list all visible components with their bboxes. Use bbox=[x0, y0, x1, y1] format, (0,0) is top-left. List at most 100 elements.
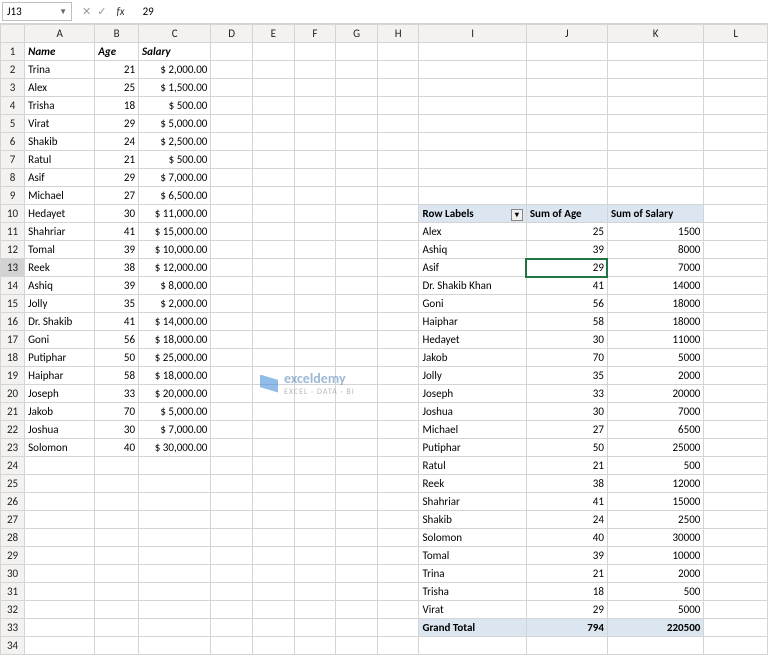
cell-D12[interactable] bbox=[211, 241, 253, 259]
cell-A2[interactable]: Trina bbox=[25, 61, 95, 79]
cell-H10[interactable] bbox=[377, 205, 419, 223]
row-header-10[interactable]: 10 bbox=[1, 205, 25, 223]
cell-I19[interactable]: Jolly bbox=[419, 367, 526, 385]
cell-I5[interactable] bbox=[419, 115, 526, 133]
cell-B12[interactable]: 39 bbox=[95, 241, 139, 259]
col-header-K[interactable]: K bbox=[607, 25, 703, 43]
cell-B24[interactable] bbox=[95, 457, 139, 475]
cell-F15[interactable] bbox=[294, 295, 336, 313]
cell-J31[interactable]: 18 bbox=[526, 583, 607, 601]
cell-D18[interactable] bbox=[211, 349, 253, 367]
cell-H26[interactable] bbox=[377, 493, 419, 511]
row-header-15[interactable]: 15 bbox=[1, 295, 25, 313]
cell-B2[interactable]: 21 bbox=[95, 61, 139, 79]
cell-C9[interactable]: $ 6,500.00 bbox=[139, 187, 211, 205]
cell-J27[interactable]: 24 bbox=[526, 511, 607, 529]
cell-E21[interactable] bbox=[252, 403, 294, 421]
col-header-L[interactable]: L bbox=[704, 25, 768, 43]
row-header-26[interactable]: 26 bbox=[1, 493, 25, 511]
cell-C7[interactable]: $ 500.00 bbox=[139, 151, 211, 169]
row-header-31[interactable]: 31 bbox=[1, 583, 25, 601]
cell-A25[interactable] bbox=[25, 475, 95, 493]
cell-A32[interactable] bbox=[25, 601, 95, 619]
cell-H17[interactable] bbox=[377, 331, 419, 349]
cell-K1[interactable] bbox=[607, 43, 703, 61]
row-header-27[interactable]: 27 bbox=[1, 511, 25, 529]
cell-F33[interactable] bbox=[294, 619, 336, 637]
cell-J8[interactable] bbox=[526, 169, 607, 187]
cell-E28[interactable] bbox=[252, 529, 294, 547]
cell-I7[interactable] bbox=[419, 151, 526, 169]
cell-C33[interactable] bbox=[139, 619, 211, 637]
cell-B23[interactable]: 40 bbox=[95, 439, 139, 457]
cell-G32[interactable] bbox=[336, 601, 378, 619]
cell-E11[interactable] bbox=[252, 223, 294, 241]
row-header-1[interactable]: 1 bbox=[1, 43, 25, 61]
row-header-30[interactable]: 30 bbox=[1, 565, 25, 583]
cell-K12[interactable]: 8000 bbox=[607, 241, 703, 259]
cell-J20[interactable]: 33 bbox=[526, 385, 607, 403]
cell-L3[interactable] bbox=[704, 79, 768, 97]
row-header-2[interactable]: 2 bbox=[1, 61, 25, 79]
cell-B4[interactable]: 18 bbox=[95, 97, 139, 115]
cell-D21[interactable] bbox=[211, 403, 253, 421]
cell-B9[interactable]: 27 bbox=[95, 187, 139, 205]
cell-C12[interactable]: $ 10,000.00 bbox=[139, 241, 211, 259]
cell-B11[interactable]: 41 bbox=[95, 223, 139, 241]
cell-L23[interactable] bbox=[704, 439, 768, 457]
cell-L20[interactable] bbox=[704, 385, 768, 403]
cell-A28[interactable] bbox=[25, 529, 95, 547]
cell-G28[interactable] bbox=[336, 529, 378, 547]
cell-B13[interactable]: 38 bbox=[95, 259, 139, 277]
cell-I29[interactable]: Tomal bbox=[419, 547, 526, 565]
cell-K29[interactable]: 10000 bbox=[607, 547, 703, 565]
cell-C4[interactable]: $ 500.00 bbox=[139, 97, 211, 115]
cell-D4[interactable] bbox=[211, 97, 253, 115]
cell-I28[interactable]: Solomon bbox=[419, 529, 526, 547]
cell-E5[interactable] bbox=[252, 115, 294, 133]
cell-G11[interactable] bbox=[336, 223, 378, 241]
cell-J13[interactable]: 29 bbox=[526, 259, 607, 277]
cell-I12[interactable]: Ashiq bbox=[419, 241, 526, 259]
cell-C31[interactable] bbox=[139, 583, 211, 601]
cell-A11[interactable]: Shahriar bbox=[25, 223, 95, 241]
cell-B19[interactable]: 58 bbox=[95, 367, 139, 385]
cell-H6[interactable] bbox=[377, 133, 419, 151]
cell-D7[interactable] bbox=[211, 151, 253, 169]
cell-C18[interactable]: $ 25,000.00 bbox=[139, 349, 211, 367]
row-header-25[interactable]: 25 bbox=[1, 475, 25, 493]
cell-B29[interactable] bbox=[95, 547, 139, 565]
cell-A6[interactable]: Shakib bbox=[25, 133, 95, 151]
cell-G6[interactable] bbox=[336, 133, 378, 151]
cell-L4[interactable] bbox=[704, 97, 768, 115]
cell-J34[interactable] bbox=[526, 637, 607, 655]
cell-J17[interactable]: 30 bbox=[526, 331, 607, 349]
cell-F4[interactable] bbox=[294, 97, 336, 115]
cell-F7[interactable] bbox=[294, 151, 336, 169]
cell-A1[interactable]: Name bbox=[25, 43, 95, 61]
cell-H4[interactable] bbox=[377, 97, 419, 115]
col-header-F[interactable]: F bbox=[294, 25, 336, 43]
cell-I30[interactable]: Trina bbox=[419, 565, 526, 583]
cell-K4[interactable] bbox=[607, 97, 703, 115]
cell-G17[interactable] bbox=[336, 331, 378, 349]
chevron-down-icon[interactable]: ▼ bbox=[59, 7, 67, 17]
cell-E2[interactable] bbox=[252, 61, 294, 79]
cell-E7[interactable] bbox=[252, 151, 294, 169]
cell-G7[interactable] bbox=[336, 151, 378, 169]
cell-F10[interactable] bbox=[294, 205, 336, 223]
cell-H32[interactable] bbox=[377, 601, 419, 619]
cell-K13[interactable]: 7000 bbox=[607, 259, 703, 277]
cell-B30[interactable] bbox=[95, 565, 139, 583]
cell-F26[interactable] bbox=[294, 493, 336, 511]
cell-I27[interactable]: Shakib bbox=[419, 511, 526, 529]
cell-K2[interactable] bbox=[607, 61, 703, 79]
cell-D10[interactable] bbox=[211, 205, 253, 223]
row-header-3[interactable]: 3 bbox=[1, 79, 25, 97]
col-header-J[interactable]: J bbox=[526, 25, 607, 43]
name-box[interactable]: J13 ▼ bbox=[2, 2, 72, 21]
cell-A34[interactable] bbox=[25, 637, 95, 655]
cell-I21[interactable]: Joshua bbox=[419, 403, 526, 421]
cell-B8[interactable]: 29 bbox=[95, 169, 139, 187]
cell-G21[interactable] bbox=[336, 403, 378, 421]
